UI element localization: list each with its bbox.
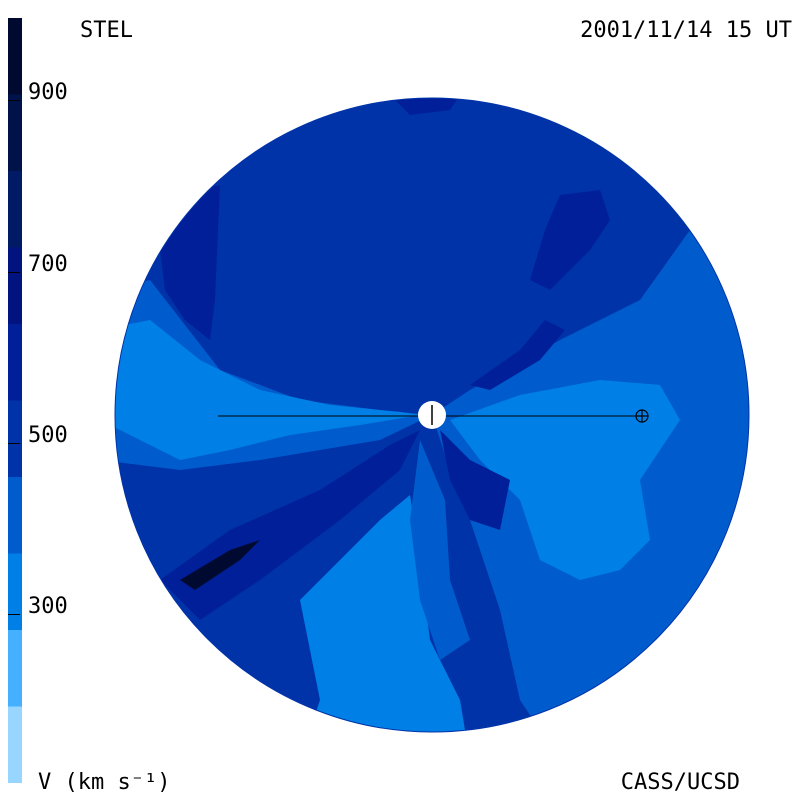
- map-disc-edge: [114, 97, 750, 733]
- colorbar-tick-700: 700: [28, 252, 68, 277]
- timestamp-label: 2001/11/14 15 UT: [580, 18, 792, 43]
- colorbar-tick-300: 300: [28, 594, 68, 619]
- earth-icon: [635, 409, 649, 423]
- region-upper-right-600: [470, 320, 565, 390]
- region-upper-left-600: [160, 185, 220, 340]
- credit-label: CASS/UCSD: [620, 770, 740, 795]
- region-lower-center-600: [440, 430, 510, 530]
- velocity-colorbar: [8, 18, 22, 783]
- region-right-300: [450, 380, 680, 580]
- colorbar-band-2: [8, 171, 22, 248]
- region-lower-left-900: [180, 540, 260, 590]
- region-upper-left-300: [115, 320, 420, 460]
- colorbar-tickmark-700: [8, 272, 20, 273]
- region-upper-right-blob-600: [530, 190, 610, 290]
- colorbar-band-8: [8, 630, 22, 707]
- colorbar-band-6: [8, 477, 22, 554]
- map-disc: [115, 98, 749, 732]
- colorbar-band-9: [8, 706, 22, 783]
- region-top-600: [390, 98, 460, 115]
- colorbar-band-7: [8, 553, 22, 630]
- colorbar-band-1: [8, 94, 22, 171]
- region-lower-left-600: [160, 430, 420, 620]
- colorbar-band-0: [8, 18, 22, 95]
- colorbar-tickmark-500: [8, 443, 20, 444]
- units-label: V (km s⁻¹): [38, 770, 171, 795]
- region-lower-ray-400: [410, 440, 470, 660]
- region-lower-300: [300, 495, 470, 732]
- station-label: STEL: [80, 18, 133, 43]
- colorbar-tick-500: 500: [28, 423, 68, 448]
- colorbar-band-5: [8, 400, 22, 477]
- colorbar-tickmark-900: [8, 100, 20, 101]
- colorbar-band-3: [8, 247, 22, 324]
- colorbar-tick-900: 900: [28, 80, 68, 105]
- colorbar-tickmark-300: [8, 614, 20, 615]
- colorbar-band-4: [8, 324, 22, 401]
